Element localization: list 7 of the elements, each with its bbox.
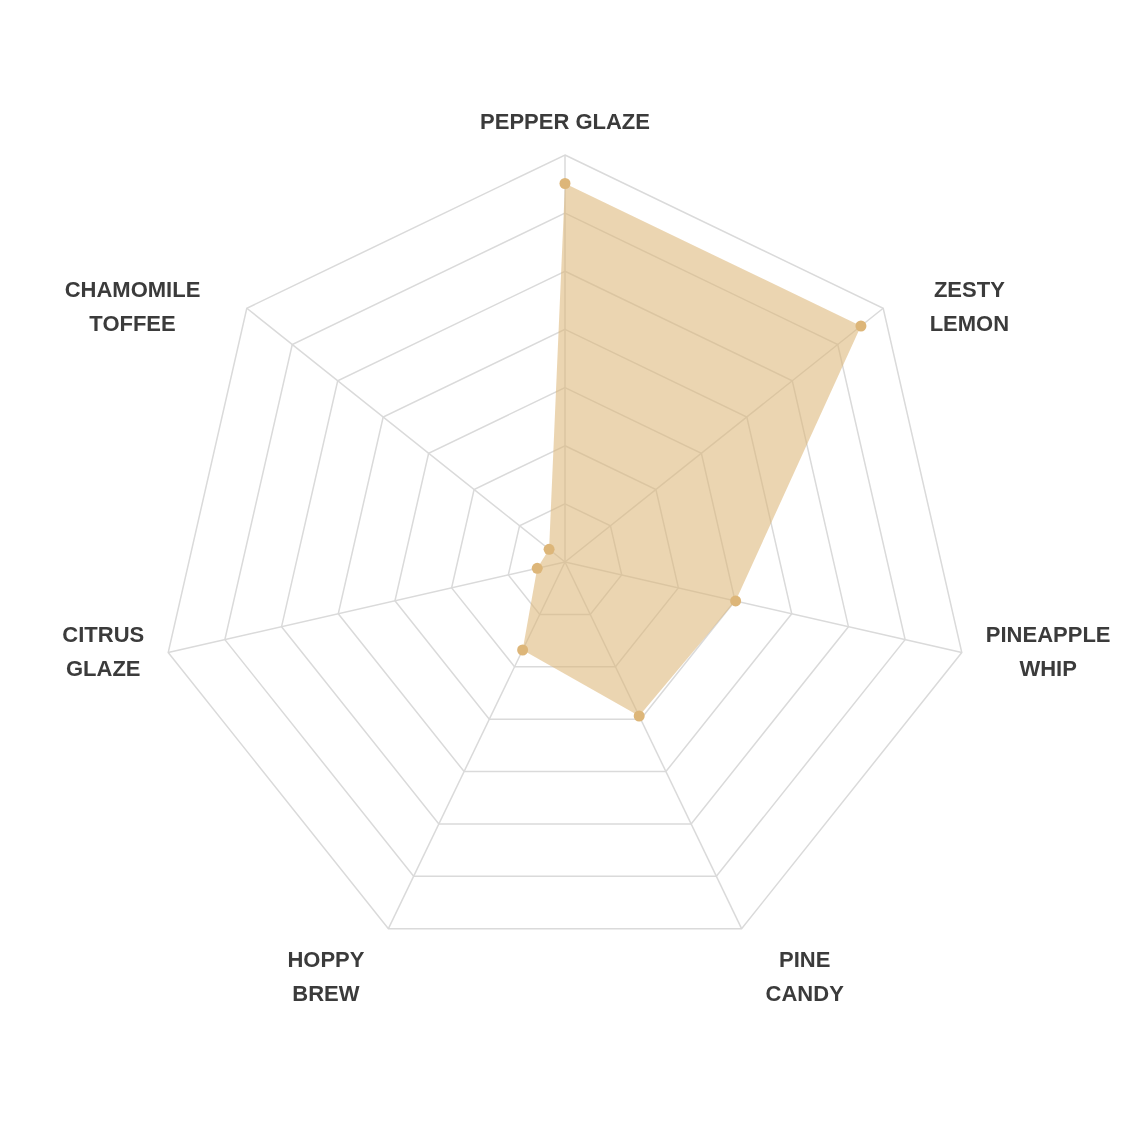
- spoke-label: CHAMOMILE TOFFEE: [64, 277, 201, 337]
- spoke-label: PINE CANDY: [765, 946, 845, 1006]
- spoke-label: PEPPER GLAZE: [480, 109, 650, 135]
- spoke-label: ZESTY LEMON: [929, 277, 1010, 337]
- spoke-label: PINEAPPLE WHIP: [985, 621, 1111, 681]
- spoke-label: CITRUS GLAZE: [62, 621, 145, 681]
- spoke-label: HOPPY BREW: [287, 946, 365, 1006]
